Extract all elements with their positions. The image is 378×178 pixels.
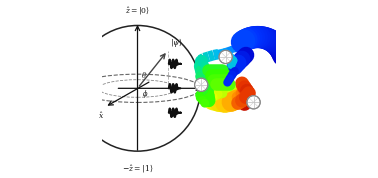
Circle shape bbox=[195, 78, 208, 91]
Circle shape bbox=[199, 59, 206, 67]
Circle shape bbox=[197, 94, 204, 101]
Text: $\hat{y}$: $\hat{y}$ bbox=[206, 81, 213, 94]
Circle shape bbox=[196, 91, 203, 99]
Text: $|\psi\rangle$: $|\psi\rangle$ bbox=[170, 36, 183, 49]
Circle shape bbox=[219, 50, 232, 64]
Circle shape bbox=[199, 97, 206, 104]
Text: $\theta$: $\theta$ bbox=[141, 70, 147, 80]
Circle shape bbox=[199, 78, 206, 85]
Text: $\phi$: $\phi$ bbox=[143, 88, 149, 100]
Circle shape bbox=[197, 75, 204, 83]
Circle shape bbox=[201, 83, 209, 91]
Circle shape bbox=[202, 65, 209, 72]
Text: $\hat{x}$: $\hat{x}$ bbox=[98, 111, 104, 121]
Text: $\hat{z} = |0\rangle$: $\hat{z} = |0\rangle$ bbox=[125, 4, 150, 16]
Circle shape bbox=[197, 89, 205, 96]
Circle shape bbox=[247, 96, 260, 109]
Circle shape bbox=[201, 81, 209, 88]
Circle shape bbox=[201, 62, 208, 69]
Circle shape bbox=[200, 67, 208, 75]
Circle shape bbox=[201, 100, 209, 107]
Circle shape bbox=[200, 86, 208, 93]
Text: $-\hat{z} = |1\rangle$: $-\hat{z} = |1\rangle$ bbox=[122, 163, 153, 174]
Circle shape bbox=[198, 70, 205, 77]
Circle shape bbox=[196, 73, 203, 80]
